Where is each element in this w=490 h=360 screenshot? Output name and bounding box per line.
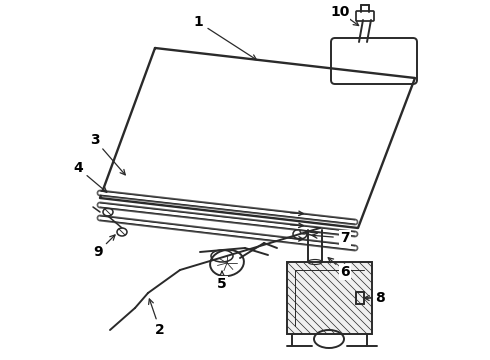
Text: 9: 9: [93, 245, 103, 259]
Text: 1: 1: [193, 15, 203, 29]
Text: 6: 6: [340, 265, 350, 279]
Text: 5: 5: [217, 277, 227, 291]
Text: 4: 4: [73, 161, 83, 175]
Text: 10: 10: [330, 5, 350, 19]
Ellipse shape: [308, 228, 322, 233]
Text: 3: 3: [90, 133, 100, 147]
Text: 8: 8: [375, 291, 385, 305]
Bar: [287, 262, 372, 334]
Text: 7: 7: [340, 231, 350, 245]
Text: 2: 2: [155, 323, 165, 337]
